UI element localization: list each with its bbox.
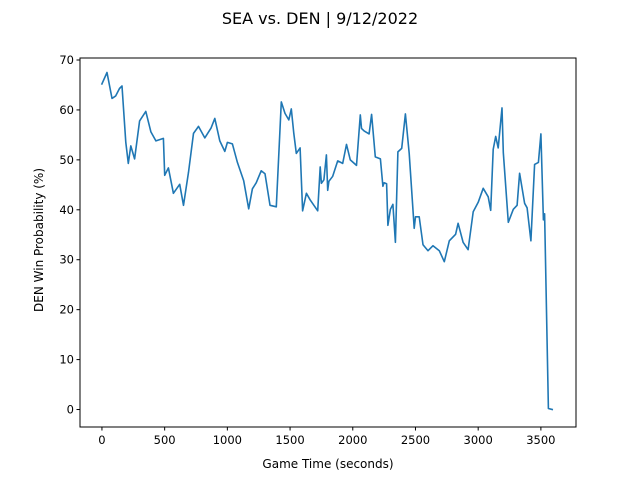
plot-area [100,71,554,411]
y-axis: 0 10 20 30 40 50 60 70 [59,53,80,417]
x-tick-label: 500 [154,433,176,447]
y-tick-label: 20 [59,303,74,317]
y-tick-label: 40 [59,203,74,217]
x-tick-label: 0 [98,433,105,447]
y-axis-label: DEN Win Probability (%) [32,168,46,312]
x-tick-label: 1000 [213,433,242,447]
plot-frame [79,57,577,428]
y-tick-label: 10 [59,353,74,367]
x-axis: 0 500 1000 1500 2000 2500 3000 3500 [98,427,556,447]
y-tick-label: 0 [67,403,74,417]
y-tick-label: 70 [59,53,74,67]
y-tick-label: 50 [59,153,74,167]
x-tick-label: 1500 [275,433,304,447]
y-tick-label: 60 [59,103,74,117]
x-tick-label: 3500 [526,433,555,447]
x-tick-label: 2500 [401,433,430,447]
x-tick-label: 3000 [464,433,493,447]
win-probability-line [100,71,554,411]
x-axis-label: Game Time (seconds) [262,457,393,471]
chart-title: SEA vs. DEN | 9/12/2022 [222,9,418,28]
x-tick-label: 2000 [338,433,367,447]
y-tick-label: 30 [59,253,74,267]
